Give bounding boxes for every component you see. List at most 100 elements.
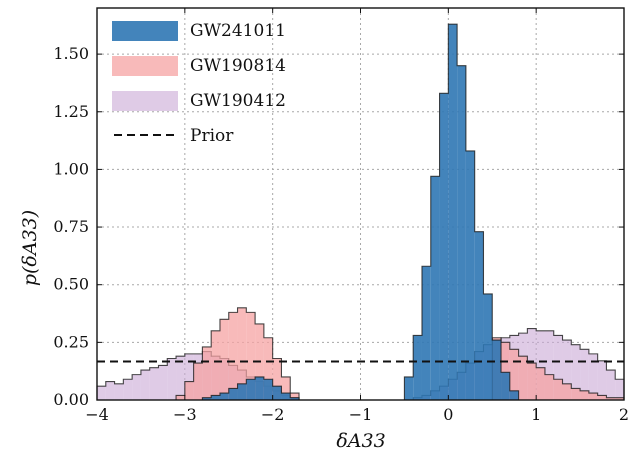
legend-item: GW241011 <box>112 21 286 41</box>
legend-label: GW190412 <box>190 91 286 111</box>
legend: GW241011 GW190814 GW190412 Prior <box>112 21 286 146</box>
x-tick-label: −4 <box>85 405 109 424</box>
histogram-bar <box>509 349 519 400</box>
histogram-bar <box>202 397 212 400</box>
x-tick-label: −3 <box>173 405 197 424</box>
histogram-bar <box>281 393 291 400</box>
histogram-bar <box>176 356 185 400</box>
y-axis-title: p(δA33) <box>19 210 41 286</box>
x-tick-label: −2 <box>261 405 285 424</box>
histogram-bar <box>263 337 273 400</box>
histogram-bar <box>606 370 616 400</box>
histogram-bar <box>597 395 607 400</box>
legend-label: GW241011 <box>190 21 286 41</box>
histogram-bar <box>255 376 264 400</box>
histogram-bar <box>448 24 458 401</box>
histogram-bar <box>123 379 133 400</box>
histogram-bar <box>553 379 563 400</box>
histogram-bar <box>140 370 150 400</box>
histogram-bar <box>544 330 554 400</box>
histogram-bar <box>246 379 256 400</box>
x-tick-label: 1 <box>531 405 541 424</box>
histogram-bar <box>202 346 212 400</box>
x-tick-label: −1 <box>349 405 373 424</box>
histogram-bar <box>281 376 291 400</box>
histogram-bar <box>439 93 449 400</box>
histogram-bar <box>544 374 554 400</box>
histogram-bar <box>184 381 194 400</box>
series-GW241011 <box>97 23 624 401</box>
histogram-bar <box>571 344 581 400</box>
histogram-bar <box>228 388 238 400</box>
histogram-bar <box>457 65 466 400</box>
axis-ticks: −4 −3 −2 −1 0 1 2 0.00 0.25 0.50 0.75 1.00 1.25 1.50 <box>53 8 628 424</box>
histogram-bar <box>492 340 502 400</box>
histogram-bar <box>105 381 115 400</box>
legend-swatch <box>112 91 178 111</box>
legend-swatch <box>112 56 178 76</box>
y-tick-label: 1.50 <box>53 44 89 63</box>
y-tick-label: 0.25 <box>53 332 89 351</box>
histogram-bar <box>211 395 220 400</box>
histogram-bar <box>606 397 616 400</box>
histogram-bar <box>465 150 475 400</box>
histogram-bar <box>158 365 168 400</box>
histogram-bar <box>588 393 598 400</box>
histogram-bar <box>219 393 229 400</box>
x-axis-title: δA33 <box>336 430 385 452</box>
histogram-bar <box>228 312 238 400</box>
histogram-bar <box>509 390 519 400</box>
y-tick-label: 1.25 <box>53 102 89 121</box>
histogram-bar <box>263 379 273 400</box>
histogram-bar <box>430 176 440 400</box>
x-tick-label: 2 <box>619 405 628 424</box>
histogram-bar <box>474 231 484 400</box>
histogram-bar <box>527 363 537 400</box>
histogram-bar <box>211 330 220 400</box>
histogram-bar <box>184 353 194 400</box>
histogram-bar <box>553 335 563 400</box>
histogram-bar <box>290 397 300 400</box>
histogram-bar <box>97 386 106 400</box>
histogram-bar <box>132 374 141 400</box>
histogram-bar <box>571 388 581 400</box>
histogram-bar <box>536 367 545 400</box>
histogram-bar <box>176 395 185 400</box>
histogram-bar <box>580 349 589 400</box>
y-tick-label: 0.75 <box>53 217 89 236</box>
histogram-bar <box>290 393 300 400</box>
histogram-bar <box>193 363 203 400</box>
legend-item: GW190412 <box>112 91 286 111</box>
histogram-bar <box>518 356 528 400</box>
histogram-bar <box>562 383 572 400</box>
histogram-bar <box>149 367 159 400</box>
histogram-bar <box>167 358 177 400</box>
histogram-bar <box>237 383 247 400</box>
histogram-bar <box>501 372 510 400</box>
histogram-bar <box>272 386 282 400</box>
y-tick-label: 0.00 <box>53 390 89 409</box>
legend-label: GW190814 <box>190 56 286 76</box>
histogram-bar <box>615 397 624 400</box>
x-tick-label: 0 <box>443 405 453 424</box>
y-tick-label: 0.50 <box>53 275 89 294</box>
legend-label: Prior <box>190 126 234 146</box>
histogram-bar <box>246 312 256 400</box>
histogram-bar <box>272 358 282 400</box>
legend-item: Prior <box>114 126 234 146</box>
histogram-bar <box>237 307 247 400</box>
histogram-bar <box>413 335 422 400</box>
histogram-bar <box>404 376 414 400</box>
histogram-bar <box>597 360 607 400</box>
legend-swatch <box>112 21 178 41</box>
histogram-bar <box>588 353 598 400</box>
histogram-bar <box>615 379 624 400</box>
y-tick-label: 1.00 <box>53 159 89 178</box>
histogram-bar <box>562 340 572 400</box>
histogram-bar <box>580 390 589 400</box>
histogram-bar <box>501 342 510 400</box>
histogram-bar <box>219 319 229 400</box>
histogram-bar <box>536 330 545 400</box>
